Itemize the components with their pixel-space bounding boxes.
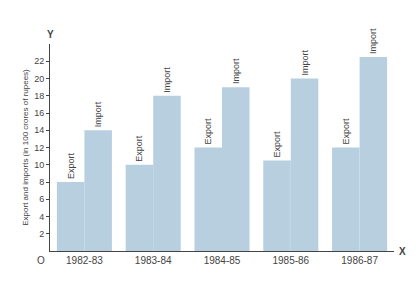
- svg-text:Export and imports (in 100 cro: Export and imports (in 100 crores of rup…: [21, 69, 30, 226]
- svg-text:14: 14: [34, 125, 44, 135]
- svg-text:Import: Import: [231, 58, 241, 84]
- svg-text:Export: Export: [134, 135, 144, 162]
- svg-text:1982-83: 1982-83: [66, 255, 103, 266]
- svg-text:Export: Export: [66, 152, 76, 179]
- svg-text:18: 18: [34, 91, 44, 101]
- svg-text:Import: Import: [300, 49, 310, 75]
- svg-text:1985-86: 1985-86: [272, 255, 309, 266]
- svg-text:20: 20: [34, 74, 44, 84]
- svg-text:1984-85: 1984-85: [204, 255, 241, 266]
- svg-text:2: 2: [39, 229, 44, 239]
- svg-text:Export: Export: [272, 131, 282, 158]
- svg-text:8: 8: [39, 177, 44, 187]
- svg-text:12: 12: [34, 143, 44, 153]
- svg-text:16: 16: [34, 108, 44, 118]
- svg-text:Export: Export: [203, 118, 213, 145]
- svg-text:Import: Import: [93, 101, 103, 127]
- svg-text:10: 10: [34, 160, 44, 170]
- svg-text:6: 6: [39, 194, 44, 204]
- svg-text:Export: Export: [341, 118, 351, 145]
- svg-text:Y: Y: [47, 29, 54, 40]
- svg-text:Import: Import: [162, 67, 172, 93]
- svg-text:X: X: [399, 246, 406, 257]
- svg-text:Import: Import: [368, 28, 378, 54]
- svg-text:1983-84: 1983-84: [135, 255, 172, 266]
- svg-text:4: 4: [39, 212, 44, 222]
- svg-text:O: O: [37, 255, 45, 266]
- svg-text:1986-87: 1986-87: [341, 255, 378, 266]
- svg-text:22: 22: [34, 56, 44, 66]
